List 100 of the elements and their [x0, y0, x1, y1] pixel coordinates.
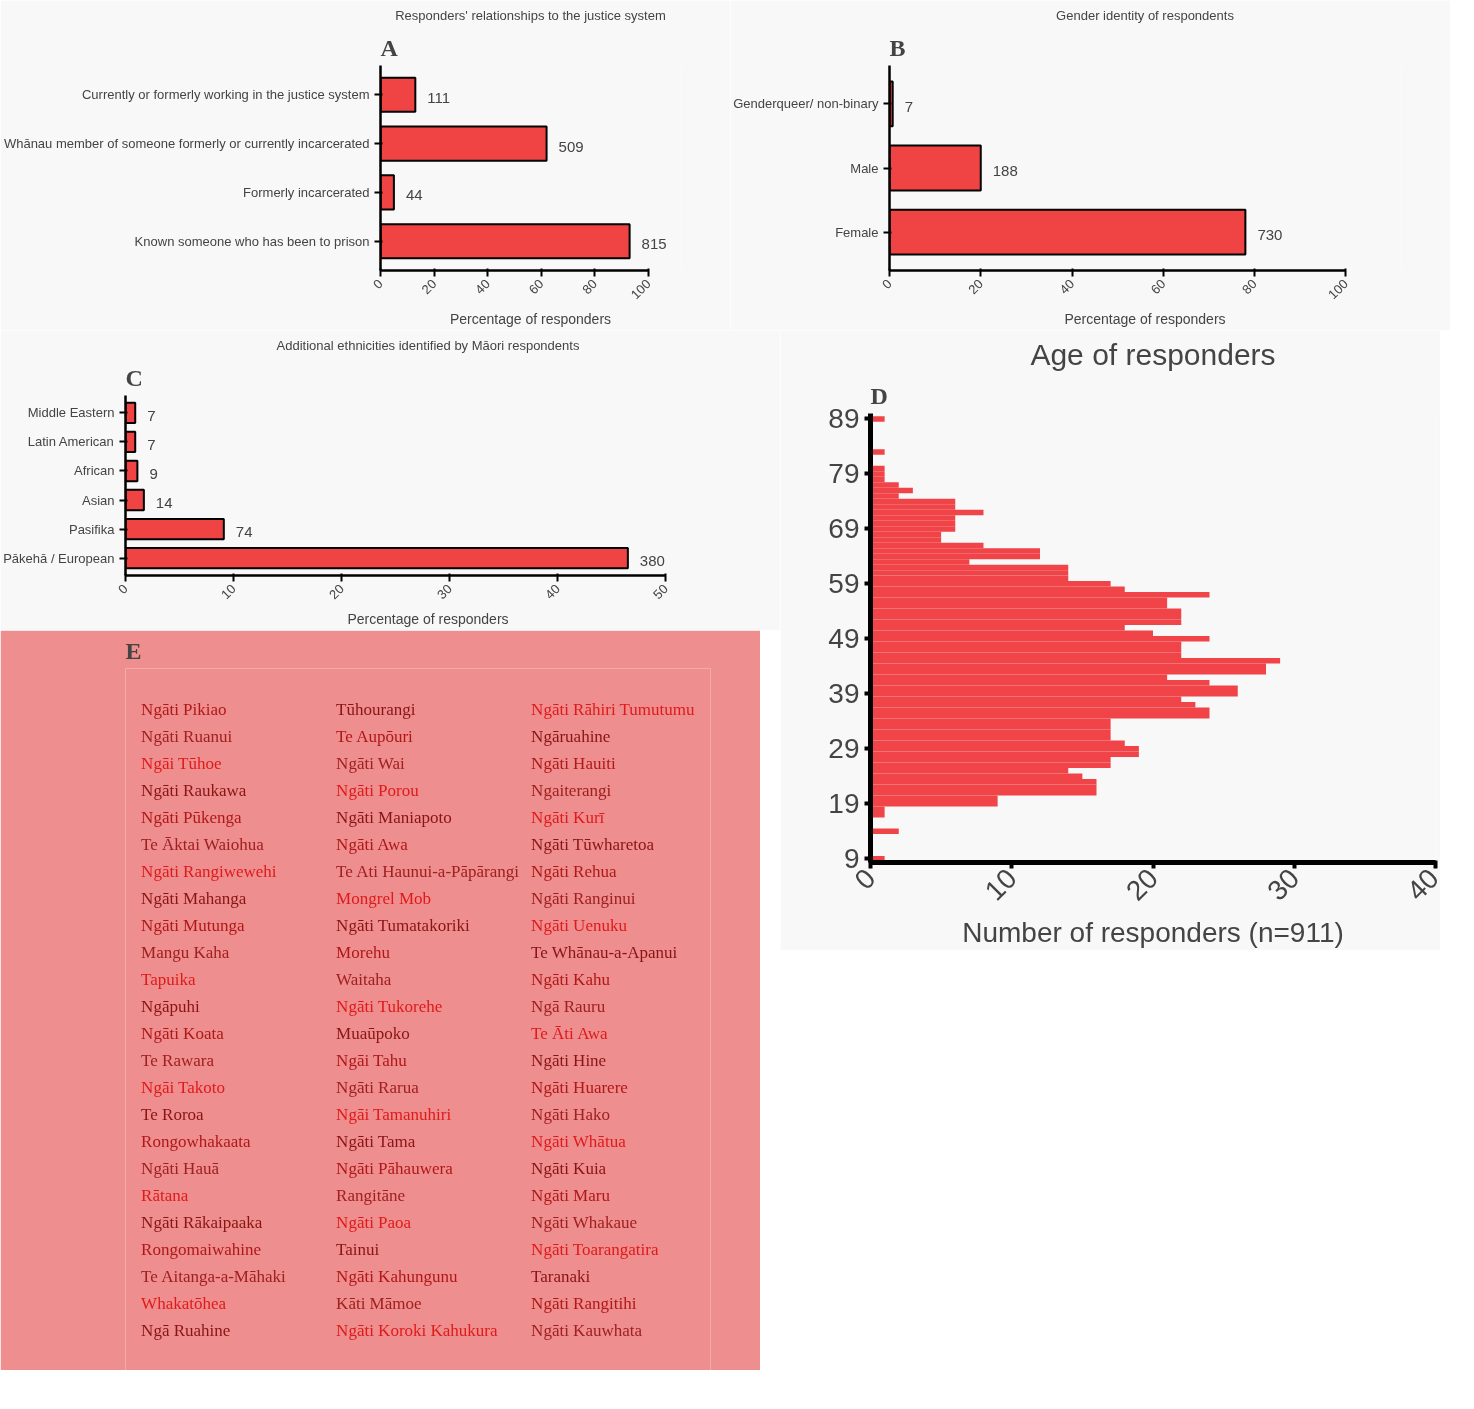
- annotation: 815: [641, 235, 667, 253]
- text: Ngāti Awa: [336, 834, 409, 854]
- text: Te Rawara: [141, 1050, 215, 1070]
- x-tick-label: 10: [218, 581, 239, 603]
- text: Ngāti Pāhauwera: [336, 1158, 454, 1178]
- text: Ngāti Ranginui: [531, 888, 636, 908]
- y-tick-label: Currently or formerly working in the justice system: [81, 87, 370, 103]
- text: Te Whānau-a-Apanui: [531, 942, 678, 962]
- text: Te Aupōuri: [336, 726, 414, 746]
- text: A: [380, 34, 399, 61]
- text: Ngāti Porou: [336, 780, 420, 800]
- text: Ngāi Tūhoe: [141, 753, 222, 773]
- text: Ngāi Tahu: [336, 1050, 408, 1070]
- y-tick-label: Pākehā / European: [3, 550, 115, 566]
- y-tick-label: 49: [828, 623, 860, 655]
- text: Te Āti Awa: [531, 1023, 609, 1043]
- text: Mangu Kaha: [141, 942, 230, 962]
- text: Tūhourangi: [336, 699, 416, 719]
- x-tick-label: 40: [542, 581, 563, 603]
- text: Mongrel Mob: [336, 888, 432, 908]
- y-tick-label: Latin American: [27, 434, 114, 450]
- text: Ngāti Raukawa: [141, 780, 247, 800]
- x-axis-title: Percentage of responders: [347, 611, 509, 628]
- chart-title: Age of responders: [1030, 337, 1276, 371]
- text: Ngāti Kahungunu: [336, 1266, 458, 1286]
- text: Ngāti Huarere: [531, 1077, 628, 1097]
- x-tick-label: 40: [1400, 862, 1445, 907]
- text: Ngāti Rarua: [336, 1077, 420, 1097]
- x-axis-title: Percentage of responders: [1064, 311, 1226, 328]
- y-tick-label: Pasifika: [68, 521, 116, 537]
- annotation: 730: [1257, 226, 1283, 244]
- text: Ngāti Kurī: [531, 807, 605, 827]
- text: Whakatōhea: [141, 1293, 227, 1313]
- chart-title: Additional ethnicities identified by Māori respondents: [276, 337, 580, 353]
- y-tick-label: 29: [828, 733, 860, 765]
- text: Rangitāne: [336, 1185, 406, 1205]
- x-axis-title: Percentage of responders: [449, 311, 612, 328]
- y-tick-label: Asian: [81, 492, 115, 508]
- text: Ngāti Maru: [531, 1185, 611, 1205]
- y-tick-label: Genderqueer/ non-binary: [733, 96, 879, 112]
- y-tick-label: Known someone who has been to prison: [134, 233, 370, 249]
- text: Morehu: [336, 942, 391, 962]
- annotation: 74: [235, 523, 253, 541]
- y-tick-label: Formerly incarcerated: [243, 184, 370, 200]
- y-tick-label: African: [74, 463, 115, 479]
- annotation: 44: [405, 186, 423, 204]
- text: Taranaki: [531, 1266, 591, 1286]
- text: Ngāti Tumatakoriki: [336, 915, 471, 935]
- text: Ngāi Takoto: [141, 1077, 226, 1097]
- x-tick-label: 0: [370, 276, 386, 292]
- annotation: 14: [155, 494, 173, 512]
- annotation: 188: [992, 162, 1018, 179]
- text: Rongowhakaata: [141, 1131, 252, 1151]
- text: Ngāpuhi: [141, 996, 200, 1016]
- text: Ngāi Tamanuhiri: [336, 1104, 452, 1124]
- y-tick-label: Whānau member of someone formerly or currently incarcerated: [3, 136, 370, 152]
- text: Ngāti Maniapoto: [336, 807, 452, 827]
- x-tick-label: 0: [879, 276, 895, 292]
- text: Ngāti Rākaipaaka: [141, 1212, 263, 1232]
- text: E: [125, 637, 142, 664]
- x-axis-title: Number of responders (n=911): [962, 916, 1344, 948]
- text: Ngāti Whakaue: [531, 1212, 638, 1232]
- text: Te Aitanga-a-Māhaki: [141, 1266, 287, 1286]
- annotation: 7: [904, 97, 914, 115]
- text: Ngāti Kuia: [531, 1158, 607, 1178]
- chart-title: Responders' relationships to the justice system: [395, 7, 666, 23]
- text: Tapuika: [141, 969, 197, 989]
- text: Ngā Rauru: [531, 996, 606, 1016]
- text: Te Āktai Waiohua: [141, 834, 265, 854]
- text: Ngāti Rehua: [531, 861, 617, 881]
- annotation: 380: [639, 552, 665, 570]
- text: B: [889, 34, 906, 61]
- text: Ngāti Mahanga: [141, 888, 247, 908]
- x-tick-label: 60: [1147, 276, 1169, 298]
- x-tick-label: 100: [627, 276, 654, 303]
- x-tick-label: 80: [1238, 276, 1260, 298]
- text: Ngāti Pikiao: [141, 699, 227, 719]
- y-tick-label: Male: [850, 160, 879, 176]
- text: Ngāti Toarangatira: [531, 1239, 659, 1259]
- text: D: [870, 382, 888, 409]
- x-tick-label: 50: [650, 581, 671, 603]
- text: Ngāti Paoa: [336, 1212, 412, 1232]
- y-tick-label: 19: [828, 788, 860, 820]
- y-tick-label: 69: [828, 513, 860, 545]
- x-tick-label: 0: [115, 581, 131, 597]
- text: Muaūpoko: [336, 1023, 410, 1043]
- text: Ngāti Whātua: [531, 1131, 627, 1151]
- x-tick-label: 100: [1325, 276, 1352, 303]
- text: Ngā Ruahine: [141, 1320, 231, 1340]
- y-tick-label: Female: [835, 224, 879, 240]
- text: Ngāti Hauiti: [531, 753, 616, 773]
- annotation: 111: [427, 88, 451, 106]
- y-tick-label: Middle Eastern: [27, 405, 115, 421]
- text: Ngāti Pūkenga: [141, 807, 243, 827]
- text: Ngāti Rangiwewehi: [141, 861, 277, 881]
- x-tick-label: 20: [965, 276, 987, 298]
- text: Kāti Māmoe: [336, 1293, 422, 1313]
- text: Ngāti Kauwhata: [531, 1320, 643, 1340]
- y-tick-label: 89: [828, 403, 860, 435]
- text: Ngāti Uenuku: [531, 915, 628, 935]
